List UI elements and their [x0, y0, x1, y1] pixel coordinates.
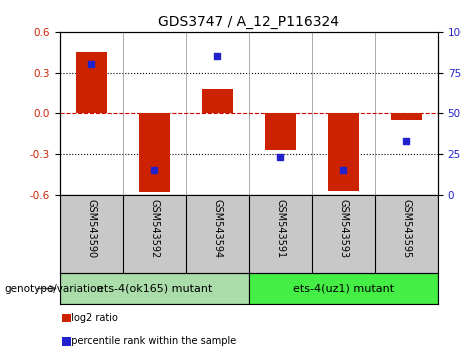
Bar: [265, 113, 296, 150]
Point: [88, 62, 95, 67]
Text: ets-4(uz1) mutant: ets-4(uz1) mutant: [293, 284, 394, 293]
Point: [277, 154, 284, 160]
Text: GSM543592: GSM543592: [149, 199, 160, 258]
Point: [151, 167, 158, 173]
Text: percentile rank within the sample: percentile rank within the sample: [65, 336, 236, 346]
Bar: [139, 113, 170, 192]
Bar: [328, 113, 359, 190]
Bar: [390, 113, 422, 120]
Bar: [76, 52, 107, 113]
Text: GSM543595: GSM543595: [402, 199, 412, 258]
Text: genotype/variation: genotype/variation: [5, 284, 104, 293]
Bar: [60, 273, 249, 304]
Text: log2 ratio: log2 ratio: [65, 313, 118, 323]
Text: ets-4(ok165) mutant: ets-4(ok165) mutant: [97, 284, 212, 293]
Point: [340, 167, 347, 173]
Text: GSM543594: GSM543594: [213, 199, 223, 258]
Text: GSM543591: GSM543591: [275, 199, 285, 258]
Point: [403, 138, 410, 144]
Text: GSM543593: GSM543593: [338, 199, 349, 258]
Point: [214, 53, 221, 59]
Bar: [249, 273, 438, 304]
Title: GDS3747 / A_12_P116324: GDS3747 / A_12_P116324: [159, 16, 339, 29]
Bar: [201, 89, 233, 113]
Text: GSM543590: GSM543590: [86, 199, 96, 258]
